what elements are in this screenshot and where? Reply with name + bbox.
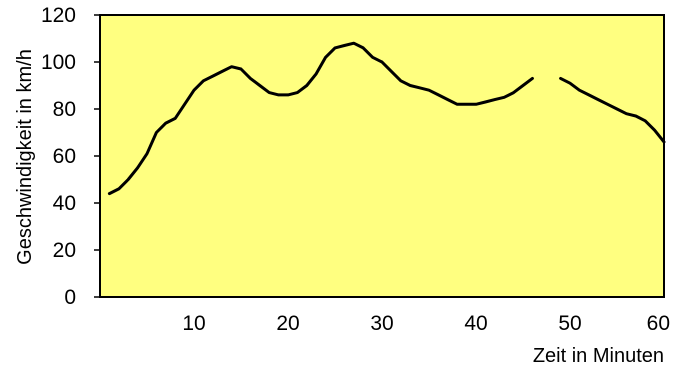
x-tick-label: 30 xyxy=(370,312,393,335)
y-axis-label: Geschwindigkeit in km/h xyxy=(14,49,36,265)
y-tick-label: 0 xyxy=(64,286,76,309)
x-tick-label: 10 xyxy=(182,312,205,335)
x-axis-ticks: 10 20 30 40 50 60 xyxy=(182,312,670,335)
x-tick-label: 20 xyxy=(276,312,299,335)
series-line-segment xyxy=(107,41,534,196)
plot-area xyxy=(99,14,665,298)
y-axis-ticks: 0 20 40 60 80 100 120 xyxy=(41,4,100,309)
y-tick-label: 40 xyxy=(53,192,76,215)
series-layer xyxy=(107,41,666,196)
y-tick-label: 60 xyxy=(53,145,76,168)
x-axis-label: Zeit in Minuten xyxy=(533,345,664,367)
x-tick-label: 50 xyxy=(558,312,581,335)
x-tick-label: 60 xyxy=(647,312,670,335)
y-tick-label: 120 xyxy=(41,4,76,27)
x-tick-label: 40 xyxy=(464,312,487,335)
y-tick-label: 80 xyxy=(53,98,76,121)
y-tick-label: 20 xyxy=(53,239,76,262)
series-line-segment xyxy=(559,76,666,144)
y-tick-label: 100 xyxy=(41,51,76,74)
